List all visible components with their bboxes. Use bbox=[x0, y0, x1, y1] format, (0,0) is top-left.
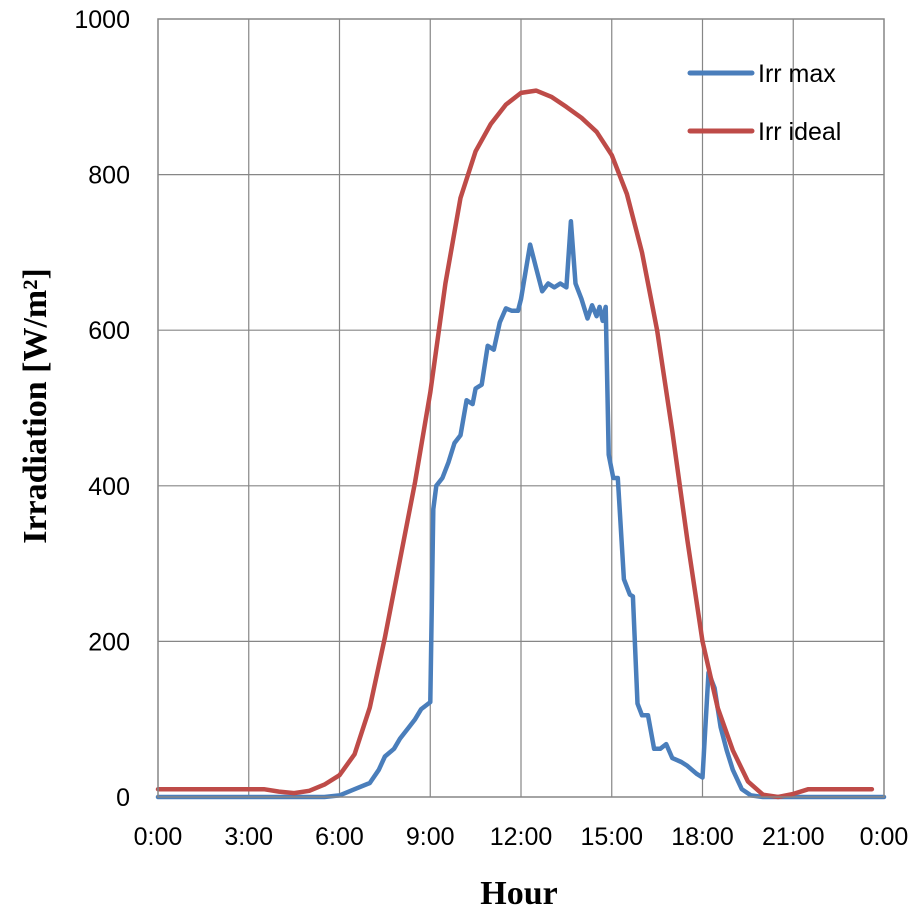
x-tick-label: 0:00 bbox=[134, 823, 183, 851]
x-tick-label: 3:00 bbox=[224, 823, 273, 851]
y-axis-tick-labels: 0 200 400 600 800 1000 bbox=[74, 6, 130, 812]
series-lines bbox=[155, 88, 887, 800]
x-tick-label: 18:00 bbox=[671, 823, 734, 851]
y-tick-label: 200 bbox=[88, 628, 130, 656]
legend: Irr max Irr ideal bbox=[687, 60, 841, 146]
y-axis-title: Irradiation [W/m²] bbox=[17, 268, 54, 544]
plot-area-border bbox=[157, 18, 885, 798]
x-tick-label: 0:00 bbox=[860, 823, 909, 851]
y-tick-label: 1000 bbox=[74, 6, 130, 34]
grid-lines bbox=[158, 19, 884, 797]
y-tick-label: 400 bbox=[88, 473, 130, 501]
x-tick-label: 12:00 bbox=[490, 823, 553, 851]
x-tick-label: 15:00 bbox=[580, 823, 643, 851]
y-tick-label: 0 bbox=[116, 784, 130, 812]
legend-label-irr-max: Irr max bbox=[758, 60, 836, 88]
series-line-irr-ideal bbox=[155, 88, 875, 800]
y-tick-label: 800 bbox=[88, 162, 130, 190]
series-line-irr-max bbox=[155, 219, 887, 800]
x-axis-title: Hour bbox=[480, 875, 557, 911]
x-axis-tick-labels: 0:00 3:00 6:00 9:00 12:00 15:00 18:00 21:00 0:00 bbox=[134, 823, 909, 851]
y-tick-label: 600 bbox=[88, 317, 130, 345]
x-tick-label: 6:00 bbox=[315, 823, 364, 851]
x-tick-label: 21:00 bbox=[762, 823, 825, 851]
x-tick-label: 9:00 bbox=[406, 823, 455, 851]
legend-label-irr-ideal: Irr ideal bbox=[758, 118, 841, 146]
